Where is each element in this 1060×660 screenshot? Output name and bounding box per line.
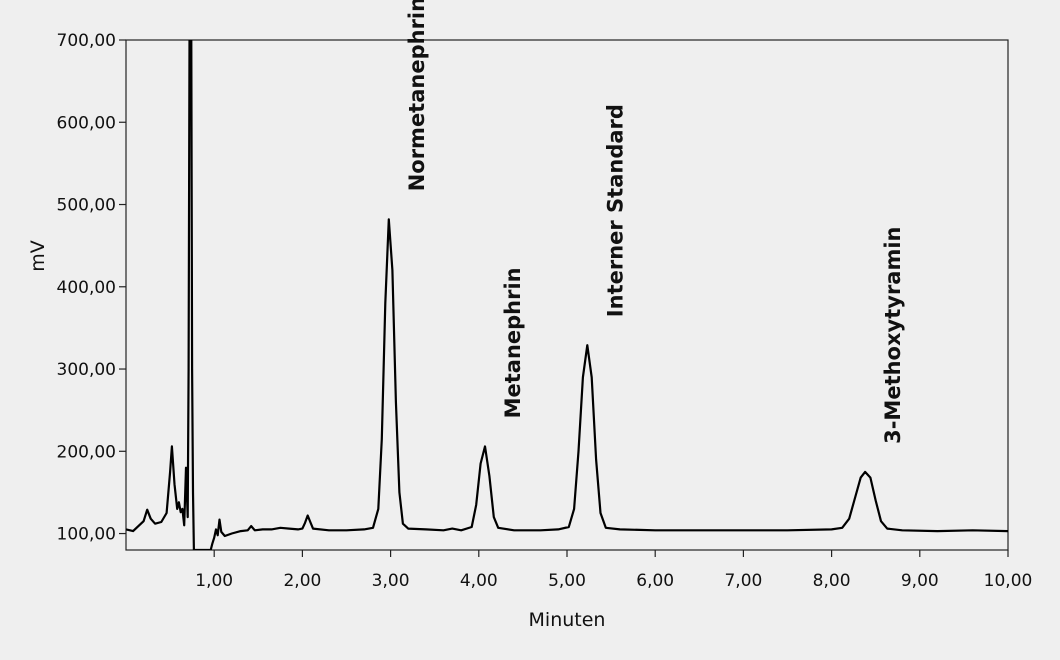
y-tick-label: 600,00: [57, 113, 116, 133]
x-axis: 1,00 2,00 3,00 4,00 5,00 6,00 7,00 8,00 9,00 10,0…: [195, 550, 1032, 591]
y-tick-label: 100,00: [57, 525, 116, 545]
y-tick-label: 400,00: [57, 278, 116, 298]
x-tick-label: 7,00: [724, 571, 762, 591]
x-tick-label: 8,00: [813, 571, 851, 591]
x-tick-label: 1,00: [195, 571, 233, 591]
peak-label: 3-Methoxytyramin: [881, 226, 905, 443]
peak-label: Normetanephrin: [405, 0, 429, 191]
y-tick-label: 700,00: [57, 31, 116, 51]
x-tick-label: 10,00: [984, 571, 1033, 591]
peak-label: Interner Standard: [603, 104, 627, 317]
y-axis: 100,00 200,00 300,00 400,00 500,00 600,00 700,…: [57, 31, 126, 545]
x-tick-label: 2,00: [283, 571, 321, 591]
y-tick-label: 200,00: [57, 442, 116, 462]
peak-labels: Normetanephrin Metanephrin Interner Standa…: [405, 0, 905, 444]
plot-frame: [125, 39, 1009, 551]
chromatogram-trace: [126, 40, 1008, 550]
y-axis-title: mV: [27, 240, 49, 272]
y-tick-label: 300,00: [57, 360, 116, 380]
x-tick-label: 5,00: [548, 571, 586, 591]
x-axis-title: Minuten: [529, 609, 606, 631]
y-tick-label: 500,00: [57, 196, 116, 216]
x-tick-label: 4,00: [460, 571, 498, 591]
x-tick-label: 9,00: [901, 571, 939, 591]
x-tick-label: 3,00: [372, 571, 410, 591]
x-tick-label: 6,00: [636, 571, 674, 591]
peak-label: Metanephrin: [501, 267, 525, 418]
